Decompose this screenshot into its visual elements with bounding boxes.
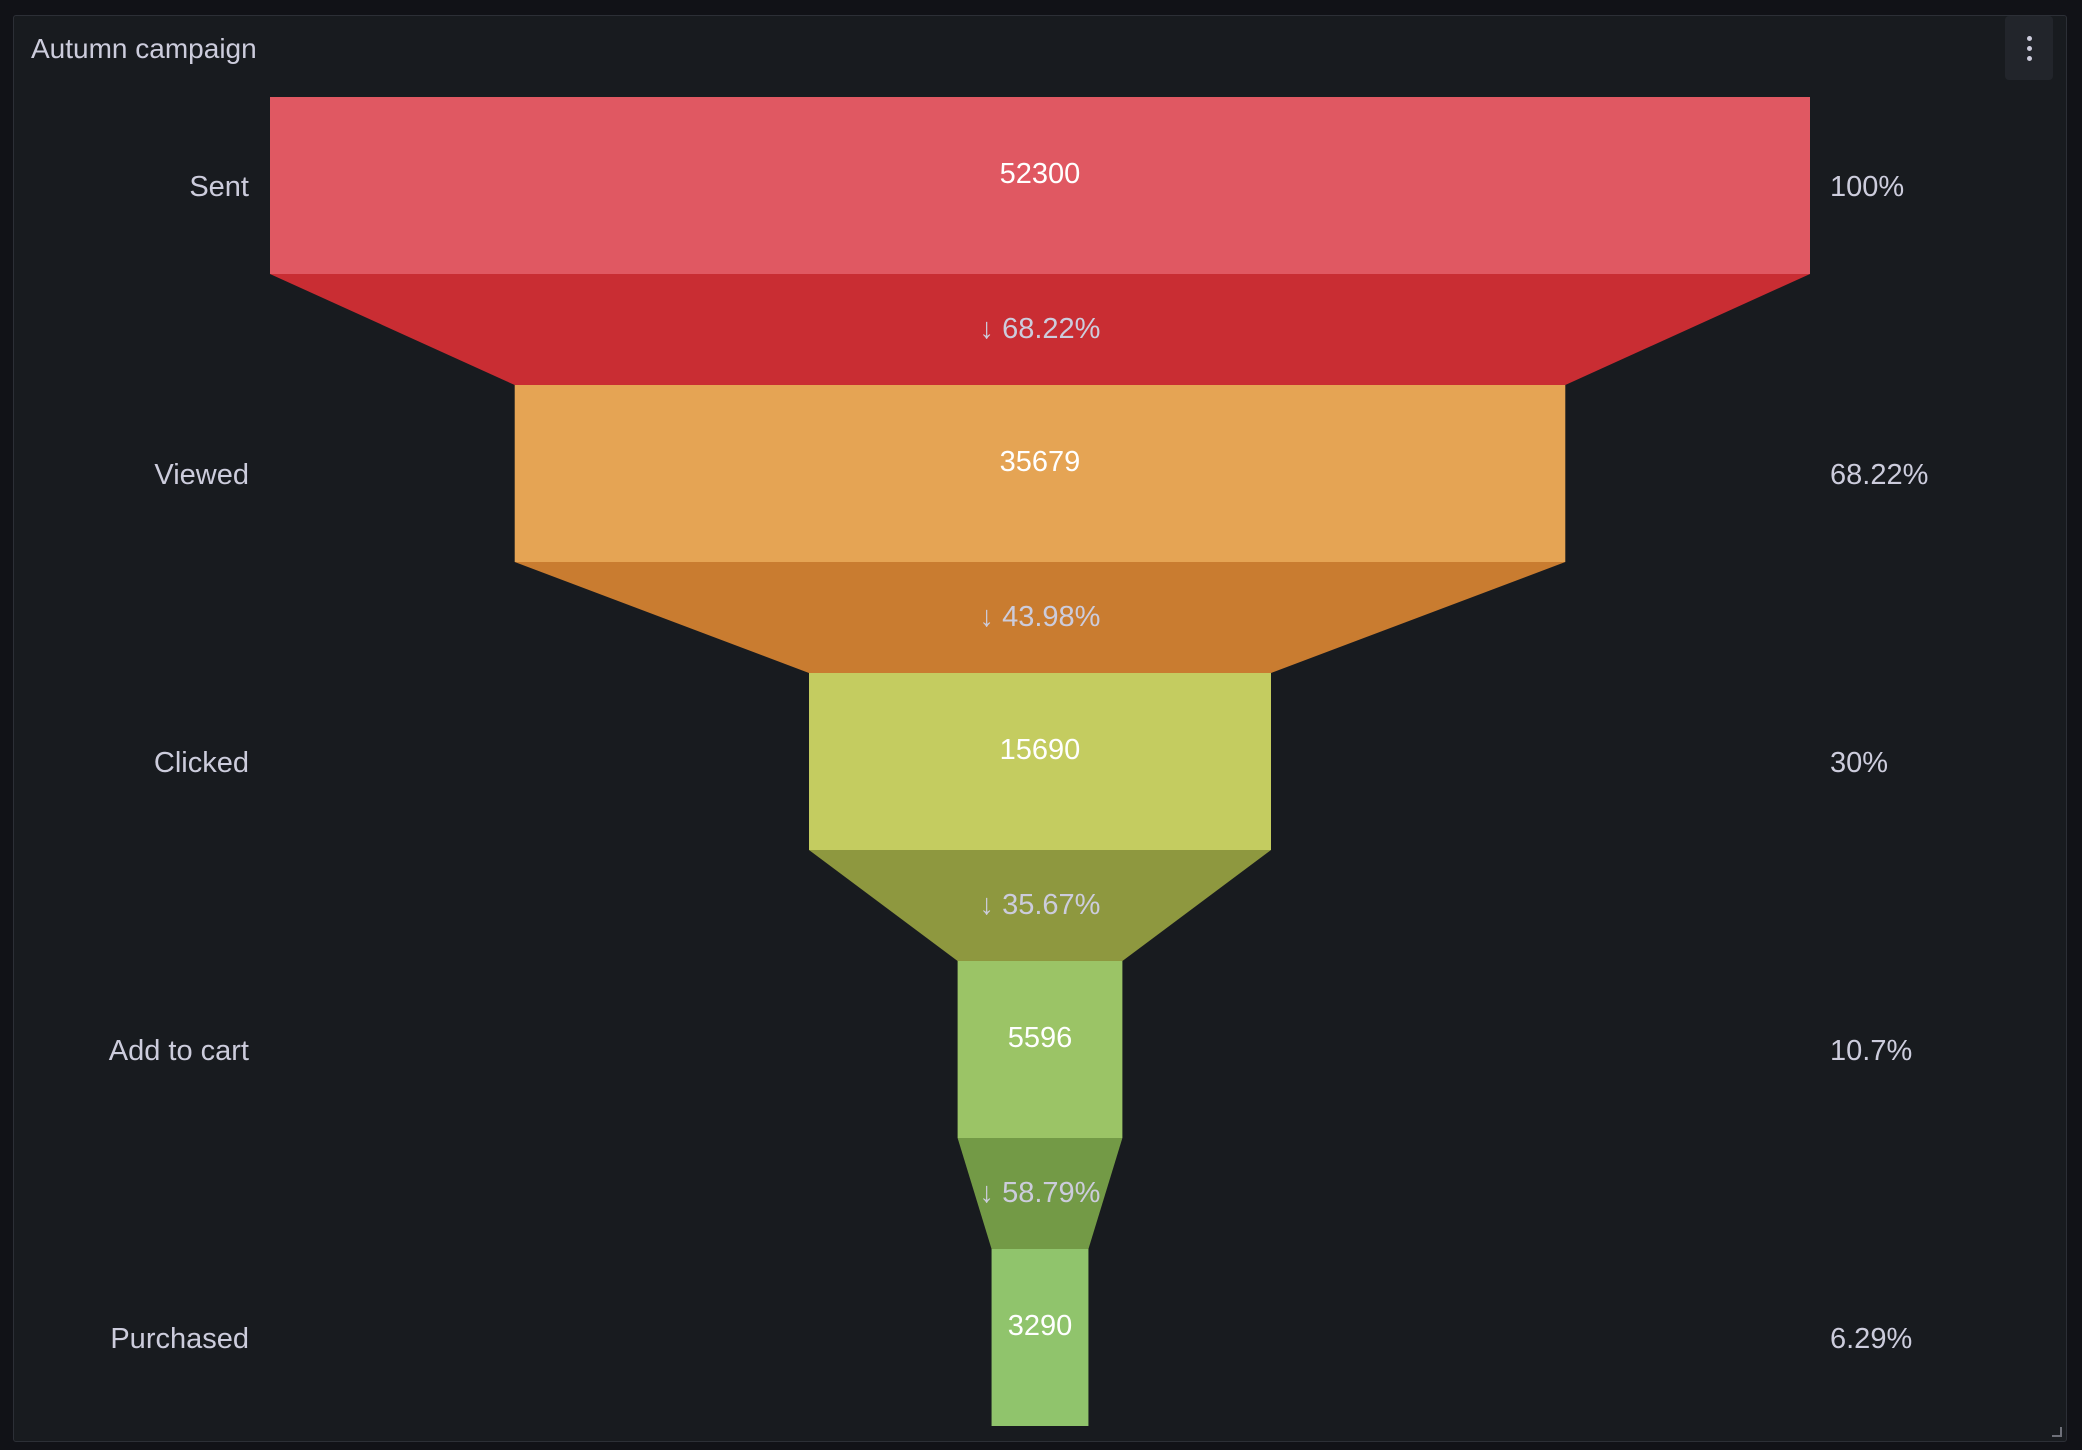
- funnel-conversion-label: ↓ 35.67%: [980, 889, 1101, 921]
- funnel-stage-label: Viewed: [154, 459, 249, 491]
- resize-handle-icon[interactable]: [2052, 1427, 2062, 1437]
- funnel-stage-label: Sent: [189, 171, 249, 203]
- funnel-conversion-label: ↓ 43.98%: [980, 601, 1101, 633]
- funnel-percent-label: 100%: [1830, 171, 1904, 203]
- funnel-value-label: 3290: [1008, 1310, 1073, 1342]
- panel-title: Autumn campaign: [31, 33, 257, 64]
- funnel-percent-label: 6.29%: [1830, 1323, 1912, 1355]
- funnel-bar-add-to-cart: [957, 961, 1123, 1138]
- funnel-connector: [514, 562, 1566, 673]
- funnel-bar-purchased: [991, 1249, 1089, 1426]
- panel-menu-button[interactable]: [2005, 16, 2053, 80]
- funnel-connector: [809, 850, 1271, 961]
- funnel-value-label: 15690: [1000, 734, 1081, 766]
- funnel-stage-label: Add to cart: [109, 1035, 249, 1067]
- funnel-percent-label: 30%: [1830, 747, 1888, 779]
- funnel-stage-label: Clicked: [154, 747, 249, 779]
- funnel-bar-viewed: [514, 385, 1566, 562]
- funnel-bar-sent: [270, 97, 1810, 274]
- funnel-connector: [270, 274, 1810, 385]
- funnel-connector: [957, 1138, 1123, 1249]
- funnel-conversion-label: ↓ 58.79%: [980, 1177, 1101, 1209]
- kebab-menu-icon-dot: [2026, 55, 2032, 61]
- funnel-value-label: 35679: [1000, 446, 1081, 478]
- funnel-percent-label: 68.22%: [1830, 459, 1928, 491]
- funnel-value-label: 52300: [1000, 158, 1081, 190]
- funnel-bar-clicked: [809, 673, 1271, 850]
- funnel-conversion-label: ↓ 68.22%: [980, 313, 1101, 345]
- kebab-menu-icon-dot: [2026, 45, 2032, 51]
- funnel-value-label: 5596: [1008, 1022, 1073, 1054]
- funnel-stage-label: Purchased: [110, 1323, 249, 1355]
- funnel-percent-label: 10.7%: [1830, 1035, 1912, 1067]
- kebab-menu-icon: [2026, 35, 2032, 41]
